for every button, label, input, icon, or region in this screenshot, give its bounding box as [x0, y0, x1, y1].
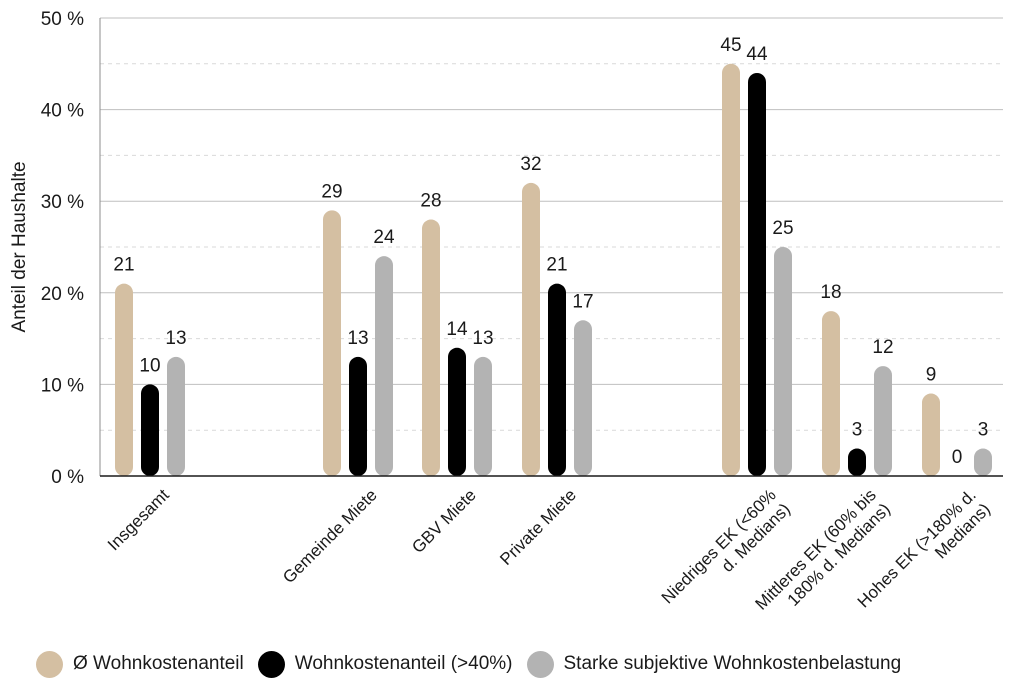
bar [448, 347, 466, 476]
bar-value-label: 44 [746, 44, 768, 65]
bar [822, 311, 840, 476]
legend-label-mean: Ø Wohnkostenanteil [73, 653, 244, 674]
bar [848, 448, 866, 476]
y-tick-label: 10 % [41, 375, 84, 396]
bar-value-label: 29 [321, 181, 342, 202]
bar-value-label: 32 [520, 154, 541, 175]
bar [474, 356, 492, 476]
legend-item-housing-cost-over-40: Wohnkostenanteil (>40%) [257, 650, 513, 678]
bar [422, 219, 440, 476]
bar [349, 356, 367, 476]
y-tick-label: 40 % [41, 101, 84, 122]
bar-value-label: 24 [373, 227, 395, 248]
bar-value-label: 14 [446, 319, 468, 340]
x-category-label: Insgesamt [104, 485, 173, 554]
bar [722, 63, 740, 477]
bar [748, 72, 766, 477]
bar-value-label: 9 [926, 365, 937, 386]
bar [922, 393, 940, 476]
bar-value-label: 3 [852, 420, 863, 441]
bar-value-label: 18 [820, 282, 841, 303]
y-tick-label: 0 % [51, 467, 84, 488]
bar-value-label: 21 [113, 255, 134, 276]
y-axis-title: Anteil der Haushalte [9, 161, 30, 332]
legend-swatch-over-40 [257, 650, 285, 678]
bar-value-label: 10 [139, 355, 160, 376]
y-tick-label: 50 % [41, 9, 84, 30]
bar [522, 182, 540, 476]
legend-label-subjective: Starke subjektive Wohnkostenbelastung [563, 653, 902, 674]
bar [167, 356, 185, 476]
bar-value-label: 0 [952, 447, 963, 468]
x-category-label-line: Private Miete [496, 485, 580, 569]
bar-value-label: 13 [472, 328, 493, 349]
bar-value-label: 45 [720, 35, 741, 56]
bar-value-label: 13 [347, 328, 368, 349]
bar-value-label: 21 [546, 255, 567, 276]
x-category-label-line: Insgesamt [104, 485, 173, 554]
bar-value-label: 3 [978, 420, 989, 441]
bar [548, 283, 566, 476]
bar [323, 210, 341, 477]
bar [774, 247, 792, 476]
bar [574, 320, 592, 476]
legend-item-mean-housing-cost-share: Ø Wohnkostenanteil [36, 650, 244, 678]
legend-swatch-subjective [526, 650, 554, 678]
bar [974, 448, 992, 476]
bar [115, 283, 133, 476]
bar-value-label: 12 [872, 337, 893, 358]
legend-item-subjective-burden: Starke subjektive Wohnkostenbelastung [526, 650, 902, 678]
legend-label-over-40: Wohnkostenanteil (>40%) [294, 653, 513, 674]
bar-value-label: 28 [420, 191, 441, 212]
legend: Ø Wohnkostenanteil Wohnkostenanteil (>40… [36, 648, 915, 680]
y-tick-label: 20 % [41, 284, 84, 305]
bar [375, 256, 393, 476]
y-tick-label: 30 % [41, 192, 84, 213]
bar-value-label: 25 [772, 218, 793, 239]
x-category-label: Gemeinde Miete [279, 485, 381, 587]
bar-value-label: 17 [572, 291, 593, 312]
bar [141, 384, 159, 476]
x-category-label: Private Miete [496, 485, 580, 569]
bar-value-label: 13 [165, 328, 186, 349]
x-category-label-line: Gemeinde Miete [279, 485, 381, 587]
legend-swatch-mean [36, 650, 63, 678]
bar [874, 366, 892, 476]
x-category-label-line: GBV Miete [408, 485, 480, 557]
x-category-label: GBV Miete [408, 485, 480, 557]
